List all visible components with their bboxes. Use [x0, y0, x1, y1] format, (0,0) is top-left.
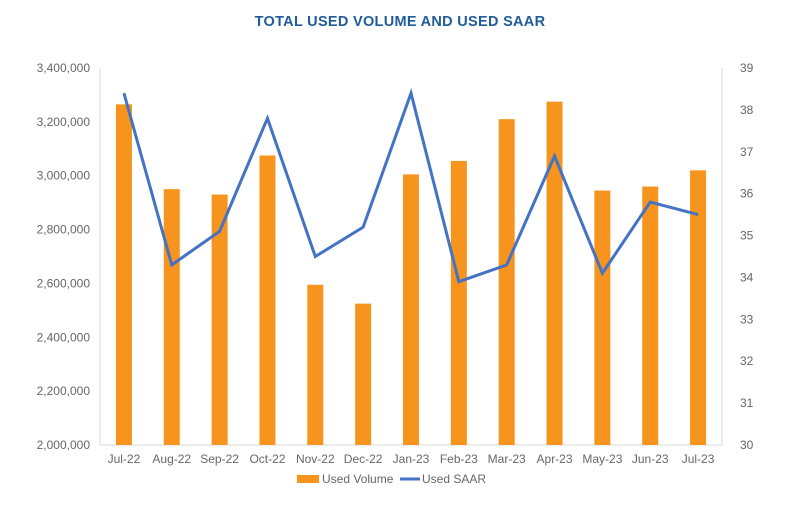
left-tick-label: 2,600,000 [37, 276, 91, 290]
bar [307, 284, 324, 445]
right-tick-label: 39 [740, 61, 754, 75]
x-tick-label: Mar-23 [488, 452, 526, 466]
bar [498, 119, 515, 446]
bar [642, 186, 659, 445]
bar [403, 174, 419, 445]
right-tick-label: 31 [740, 396, 754, 410]
left-tick-label: 2,000,000 [37, 438, 91, 452]
bar [450, 160, 467, 445]
legend-label-used-saar: Used SAAR [422, 472, 486, 486]
left-tick-label: 3,000,000 [37, 169, 91, 183]
left-tick-label: 2,800,000 [37, 223, 91, 237]
right-tick-label: 30 [740, 438, 754, 452]
bar [115, 104, 132, 445]
bar [355, 303, 372, 445]
legend-swatch-used-volume [297, 475, 319, 483]
bar [594, 190, 611, 445]
bar [163, 189, 180, 445]
right-tick-label: 38 [740, 103, 754, 117]
left-tick-label: 3,200,000 [37, 115, 91, 129]
line-series-used-saar [122, 87, 699, 284]
x-tick-label: Nov-22 [296, 452, 335, 466]
x-tick-label: Jul-22 [108, 452, 141, 466]
right-tick-label: 32 [740, 354, 754, 368]
left-tick-label: 2,400,000 [37, 330, 91, 344]
x-tick-label: Jun-23 [632, 452, 669, 466]
bar [546, 101, 563, 446]
x-tick-label: Apr-23 [537, 452, 573, 466]
left-tick-label: 3,400,000 [37, 61, 91, 75]
right-tick-label: 37 [740, 145, 754, 159]
right-tick-label: 34 [740, 270, 754, 284]
left-axis-ticks: 2,000,000 2,200,000 2,400,000 2,600,000 2,80… [37, 61, 91, 452]
bar-series-used-volume [115, 101, 707, 446]
left-tick-label: 2,200,000 [37, 384, 91, 398]
chart-title: TOTAL USED VOLUME AND USED SAAR [254, 14, 546, 30]
x-tick-label: Jul-23 [682, 452, 715, 466]
x-axis-ticks: Jul-22 Aug-22 Sep-22 Oct-22 Nov-22 Dec-22 Jan-… [108, 452, 715, 466]
bar [690, 170, 707, 446]
right-axis-ticks: 30 31 32 33 34 35 36 37 38 39 [740, 61, 754, 452]
x-tick-label: Jan-23 [393, 452, 430, 466]
x-tick-label: Oct-22 [249, 452, 285, 466]
x-tick-label: Aug-22 [152, 452, 191, 466]
right-tick-label: 33 [740, 312, 754, 326]
right-tick-label: 35 [740, 229, 754, 243]
x-tick-label: Sep-22 [200, 452, 239, 466]
bar [211, 194, 228, 445]
right-tick-label: 36 [740, 187, 754, 201]
x-tick-label: May-23 [582, 452, 622, 466]
bar [259, 155, 276, 445]
legend-label-used-volume: Used Volume [322, 472, 394, 486]
x-tick-label: Dec-22 [344, 452, 383, 466]
x-tick-label: Feb-23 [440, 452, 478, 466]
legend: Used Volume Used SAAR [297, 472, 486, 486]
